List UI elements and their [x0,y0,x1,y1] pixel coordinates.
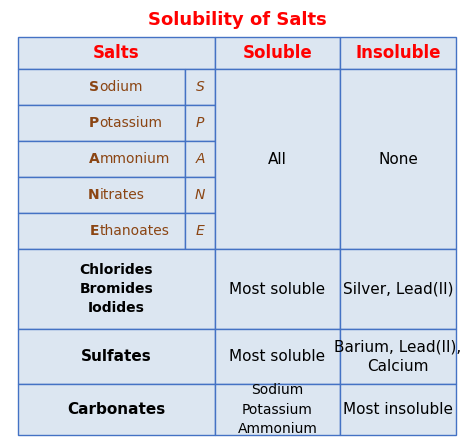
Text: Barium, Lead(II),
Calcium: Barium, Lead(II), Calcium [334,339,462,374]
Text: Salts: Salts [93,44,140,62]
Bar [18,37,215,69]
Text: Solubility of Salts: Solubility of Salts [147,11,327,29]
Text: Chlorides
Bromides
Iodides: Chlorides Bromides Iodides [80,263,154,316]
Bar [18,384,215,435]
Bar [185,213,215,249]
Text: N: N [195,188,205,202]
Text: Most soluble: Most soluble [229,349,326,364]
Text: N: N [88,188,100,202]
Bar [215,384,340,435]
Text: S: S [90,80,100,94]
Text: odium: odium [100,80,143,94]
Text: thanoates: thanoates [100,224,169,238]
Text: Most insoluble: Most insoluble [343,402,453,417]
Text: Silver, Lead(II): Silver, Lead(II) [343,282,453,296]
Bar [18,177,185,213]
Text: Sodium
Potassium
Ammonium: Sodium Potassium Ammonium [237,383,318,436]
Text: E: E [90,224,100,238]
Text: Insoluble: Insoluble [355,44,441,62]
Bar [185,141,215,177]
Bar [340,249,456,329]
Bar [340,384,456,435]
Text: Sulfates: Sulfates [81,349,152,364]
Text: Most soluble: Most soluble [229,282,326,296]
Text: otassium: otassium [100,116,163,130]
Text: All: All [268,151,287,166]
Bar [18,141,185,177]
Text: E: E [196,224,204,238]
Text: None: None [378,151,418,166]
Bar [215,329,340,384]
Bar [18,329,215,384]
Text: Carbonates: Carbonates [67,402,165,417]
Bar [185,105,215,141]
Bar [18,69,185,105]
Bar [340,37,456,69]
Text: A: A [89,152,100,166]
Text: S: S [196,80,204,94]
Text: P: P [89,116,100,130]
Bar [215,37,340,69]
Bar [18,213,185,249]
Bar [215,69,340,249]
Text: Soluble: Soluble [243,44,312,62]
Bar [185,69,215,105]
Bar [185,177,215,213]
Bar [215,249,340,329]
Text: A: A [195,152,205,166]
Bar [18,249,215,329]
Bar [340,69,456,249]
Bar [340,329,456,384]
Bar [18,105,185,141]
Text: itrates: itrates [100,188,145,202]
Text: mmonium: mmonium [100,152,170,166]
Text: P: P [196,116,204,130]
